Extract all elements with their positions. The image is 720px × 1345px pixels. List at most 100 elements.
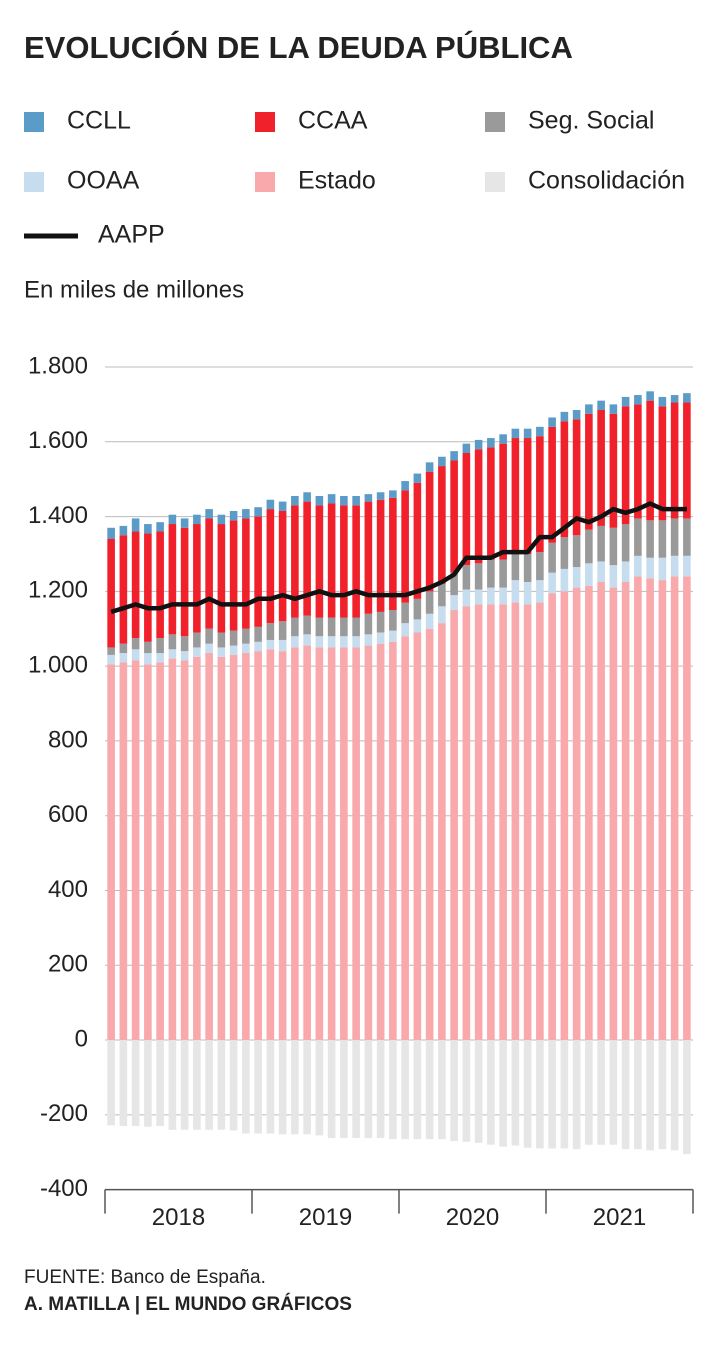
bar-segment	[401, 602, 409, 624]
bar-segment	[278, 621, 287, 640]
bar-segment	[450, 595, 458, 611]
bar-segment	[180, 636, 189, 652]
bar-segment	[376, 643, 385, 1041]
bar-segment	[389, 641, 397, 1041]
bar-segment	[364, 613, 373, 635]
bar-segment	[560, 411, 569, 422]
bar-segment	[670, 555, 679, 577]
bar-segment	[572, 419, 581, 536]
bar-segment	[131, 660, 140, 1041]
bar-segment	[609, 1040, 618, 1145]
bar-segment	[352, 495, 360, 506]
y-tick-label: 1.600	[28, 427, 88, 454]
x-tick-label: 2019	[299, 1204, 352, 1231]
bar-segment	[229, 1040, 238, 1131]
bar-segment	[131, 1040, 140, 1127]
bar-segment	[536, 436, 544, 553]
y-tick-label: 600	[48, 801, 88, 828]
bar-segment	[303, 501, 311, 616]
bar-segment	[229, 630, 238, 646]
bar-segment	[144, 524, 152, 534]
subtitle: En miles de millones	[24, 276, 244, 303]
bar-segment	[523, 581, 532, 605]
bar-segment	[193, 1040, 201, 1130]
bar-segment	[450, 1040, 458, 1141]
bar-segment	[119, 643, 128, 654]
bar-segment	[254, 626, 262, 642]
bar-segment	[597, 581, 605, 1041]
bar-segment	[205, 653, 213, 1041]
bar-segment	[413, 482, 422, 599]
bar-segment	[487, 559, 495, 588]
bar-segment	[254, 1040, 262, 1134]
bar-segment	[242, 628, 250, 644]
bar-segment	[389, 610, 397, 631]
bar-segment	[560, 537, 569, 569]
bar-segment	[107, 538, 115, 648]
bar-segment	[474, 604, 483, 1041]
bar-segment	[266, 509, 275, 624]
bar-segment	[205, 1040, 213, 1130]
bar-segment	[156, 522, 164, 532]
bar-segment	[511, 552, 520, 581]
y-tick-label: 1.000	[28, 651, 88, 678]
bar-segment	[438, 583, 446, 607]
bar-segment	[487, 1040, 495, 1145]
y-tick-label: 0	[75, 1025, 88, 1052]
bar-segment	[450, 572, 458, 596]
legend-swatch	[24, 112, 44, 132]
bar-segment	[193, 647, 201, 657]
bar-segment	[487, 604, 495, 1041]
bar-segment	[670, 1040, 679, 1151]
bar-segment	[585, 413, 593, 530]
legend-label: OOAA	[67, 167, 140, 195]
bar-segment	[278, 510, 287, 622]
bar-segment	[658, 396, 667, 407]
bar-segment	[180, 660, 189, 1041]
legend-label: Estado	[298, 167, 376, 195]
bar-segment	[499, 443, 507, 560]
bar-segment	[401, 481, 409, 491]
bar-segment	[364, 634, 373, 646]
bar-segment	[278, 1040, 287, 1135]
bar-segment	[523, 553, 532, 582]
bar-segment	[364, 645, 373, 1041]
bar-segment	[511, 438, 520, 553]
bar-segment	[242, 518, 250, 629]
bar-segment	[438, 456, 446, 467]
bar-segment	[683, 555, 691, 577]
bar-segment	[217, 632, 226, 648]
bar-segment	[474, 563, 483, 590]
bar-segment	[229, 645, 238, 655]
legend-swatch	[485, 112, 505, 132]
bar-segment	[303, 492, 311, 502]
bar-segment	[450, 460, 458, 573]
bar-segment	[327, 617, 336, 637]
bar-segment	[119, 525, 128, 536]
bar-segment	[315, 505, 324, 618]
bar-segment	[474, 439, 483, 450]
bar-segment	[254, 651, 262, 1041]
bar-segment	[217, 514, 226, 525]
bar-segment	[315, 636, 324, 648]
legend-label: AAPP	[98, 221, 165, 249]
bar-segment	[119, 535, 128, 644]
bar-segment	[597, 561, 605, 582]
bar-segment	[389, 630, 397, 642]
bar-segment	[205, 509, 213, 519]
bar-segment	[572, 1040, 581, 1150]
bar-segment	[168, 524, 177, 635]
bar-segment	[229, 654, 238, 1041]
bar-segment	[303, 615, 311, 635]
bar-segment	[462, 452, 471, 566]
bar-segment	[229, 520, 238, 631]
bar-segment	[327, 1040, 336, 1139]
y-tick-label: 1.400	[28, 502, 88, 529]
bar-segment	[609, 565, 618, 588]
bar-segment	[585, 404, 593, 414]
bar-segment	[278, 639, 287, 652]
bar-segment	[205, 518, 213, 629]
bar-segment	[413, 598, 422, 620]
bar-segment	[634, 576, 642, 1041]
